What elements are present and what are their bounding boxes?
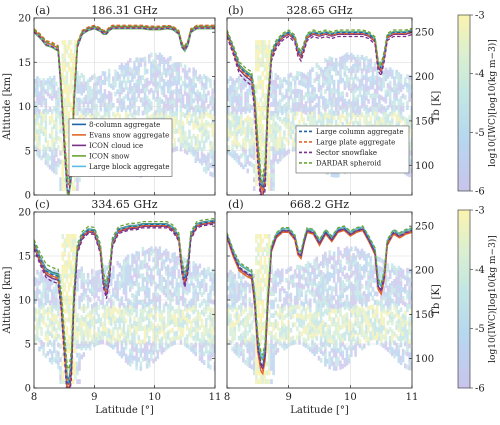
y-tick-label: 20 bbox=[18, 14, 31, 25]
colorbar-scale bbox=[457, 14, 471, 192]
legend-entry: ICON cloud ice bbox=[89, 142, 143, 150]
tb-lines bbox=[227, 225, 412, 376]
panel-title: 328.65 GHz bbox=[286, 4, 352, 17]
tb-tick-label: 200 bbox=[415, 266, 434, 277]
legend-entry: ICON snow bbox=[89, 152, 130, 160]
colorbar-tick-label: -4 bbox=[475, 265, 485, 276]
colorbar-tick-label: -3 bbox=[475, 206, 485, 217]
iwc-field bbox=[34, 234, 215, 384]
legend-entry: Evans snow aggregate bbox=[89, 131, 169, 139]
y-tick-label: 15 bbox=[18, 252, 31, 263]
x-tick-label: 11 bbox=[406, 392, 419, 403]
x-tick-label: 8 bbox=[224, 392, 230, 403]
tb-lines bbox=[34, 24, 215, 195]
series-line-dardar-spheroid bbox=[227, 27, 412, 179]
series-line-sector-snowflake bbox=[227, 228, 412, 370]
tb-tick-label: 250 bbox=[415, 28, 434, 39]
legend-entry: Sector snowflake bbox=[316, 149, 377, 157]
colorbar-tick-label: -3 bbox=[475, 11, 485, 22]
y-tick-label: 20 bbox=[18, 208, 31, 219]
y-tick-label: 0 bbox=[25, 191, 31, 202]
panel-title: 334.65 GHz bbox=[91, 198, 157, 211]
legend: 8-column aggregate Evans snow aggregate IC… bbox=[68, 118, 173, 177]
colorbar-tick-label: -6 bbox=[475, 187, 485, 198]
grid bbox=[227, 212, 412, 388]
panel-label: (a) bbox=[35, 4, 50, 17]
legend-entry: Large block aggregate bbox=[89, 163, 170, 171]
panel-a: 0 5 10 15 20 (a) 186.31 GHz Altitude [km] 8-colu… bbox=[2, 4, 216, 202]
tb-lines bbox=[227, 27, 412, 195]
x-tick-label: 10 bbox=[344, 392, 357, 403]
panel-b: 100 150 200 250 (b) 328.65 GHz Tb [K] Large col… bbox=[226, 4, 442, 196]
colorbar-tick-label: -5 bbox=[475, 128, 485, 139]
x-tick-label: 11 bbox=[209, 392, 222, 403]
panel-title: 668.2 GHz bbox=[290, 198, 349, 211]
legend-box bbox=[295, 125, 410, 174]
tb-tick-label: 150 bbox=[415, 116, 434, 127]
colorbar-label: log10(IWC)[log10(kg m−3)] bbox=[487, 39, 498, 167]
series-line-large-plate-aggregate bbox=[34, 24, 215, 178]
tb-tick-label: 200 bbox=[415, 72, 434, 83]
colorbar-2: -3 -4 -5 -6 log10(IWC)[log10(kg m−3)] bbox=[457, 206, 498, 395]
series-line-dardar-spheroid bbox=[227, 225, 412, 357]
tb-tick-label: 100 bbox=[415, 161, 434, 172]
x-axis-label: Latitude [°] bbox=[95, 405, 154, 416]
tb-axis-label: Tb [K] bbox=[431, 284, 442, 316]
series-line-dardar-spheroid bbox=[34, 25, 215, 183]
y-tick-label: 10 bbox=[18, 296, 31, 307]
y-tick-label: 5 bbox=[25, 340, 31, 351]
legend-entry: Large column aggregate bbox=[316, 128, 404, 136]
y-axis-label: Altitude [km] bbox=[2, 266, 13, 334]
y-tick-label: 15 bbox=[18, 58, 31, 69]
legend-entry: 8-column aggregate bbox=[89, 121, 160, 129]
legend-entry: DARDAR spheroid bbox=[316, 159, 382, 167]
x-tick-label: 10 bbox=[148, 392, 161, 403]
panel-title: 186.31 GHz bbox=[91, 4, 157, 17]
colorbar-tick-label: -4 bbox=[475, 69, 485, 80]
series-line-sector-snowflake bbox=[227, 33, 412, 195]
tb-tick-label: 100 bbox=[415, 354, 434, 365]
series-line-dardar-spheroid bbox=[34, 217, 215, 371]
tb-tick-label: 150 bbox=[415, 310, 434, 321]
panel-c: 8 9 10 11 0 5 10 15 20 (c) 334.65 GHz Altitude [km]… bbox=[2, 198, 221, 416]
legend: Large column aggregate Large plate aggreg… bbox=[295, 125, 410, 174]
series-line-large-plate-aggregate bbox=[227, 31, 412, 195]
iwc-field bbox=[227, 234, 412, 384]
tb-axis-label: Tb [K] bbox=[431, 91, 442, 123]
panel-d: 8 9 10 11 100 150 200 250 (d) 668.2 GHz Tb [K] Lati… bbox=[224, 198, 442, 416]
colorbar-tick-label: -6 bbox=[475, 384, 485, 395]
x-tick-label: 9 bbox=[285, 392, 291, 403]
y-tick-label: 10 bbox=[18, 102, 31, 113]
series-line-large-column-aggregate bbox=[227, 30, 412, 191]
series-line-sector-snowflake bbox=[34, 223, 215, 388]
panel-label: (c) bbox=[35, 198, 50, 211]
colorbar-tick-label: -5 bbox=[475, 324, 485, 335]
colorbar-scale bbox=[457, 209, 471, 389]
legend-entry: Large plate aggregate bbox=[316, 138, 395, 146]
y-tick-label: 0 bbox=[25, 384, 31, 395]
x-tick-label: 9 bbox=[91, 392, 97, 403]
x-tick-label: 8 bbox=[31, 392, 37, 403]
colorbar-1: -3 -4 -5 -6 log10(IWC)[log10(kg m−3)] bbox=[457, 11, 498, 198]
colorbar-label: log10(IWC)[log10(kg m−3)] bbox=[487, 235, 498, 363]
panel-label: (d) bbox=[228, 198, 244, 211]
tb-lines bbox=[34, 217, 215, 388]
y-axis-label: Altitude [km] bbox=[2, 73, 13, 141]
tb-tick-label: 250 bbox=[415, 222, 434, 233]
x-axis-label: Latitude [°] bbox=[290, 405, 349, 416]
grid bbox=[34, 212, 215, 388]
panel-label: (b) bbox=[228, 4, 244, 17]
y-tick-label: 5 bbox=[25, 146, 31, 157]
legend-box bbox=[68, 118, 173, 177]
